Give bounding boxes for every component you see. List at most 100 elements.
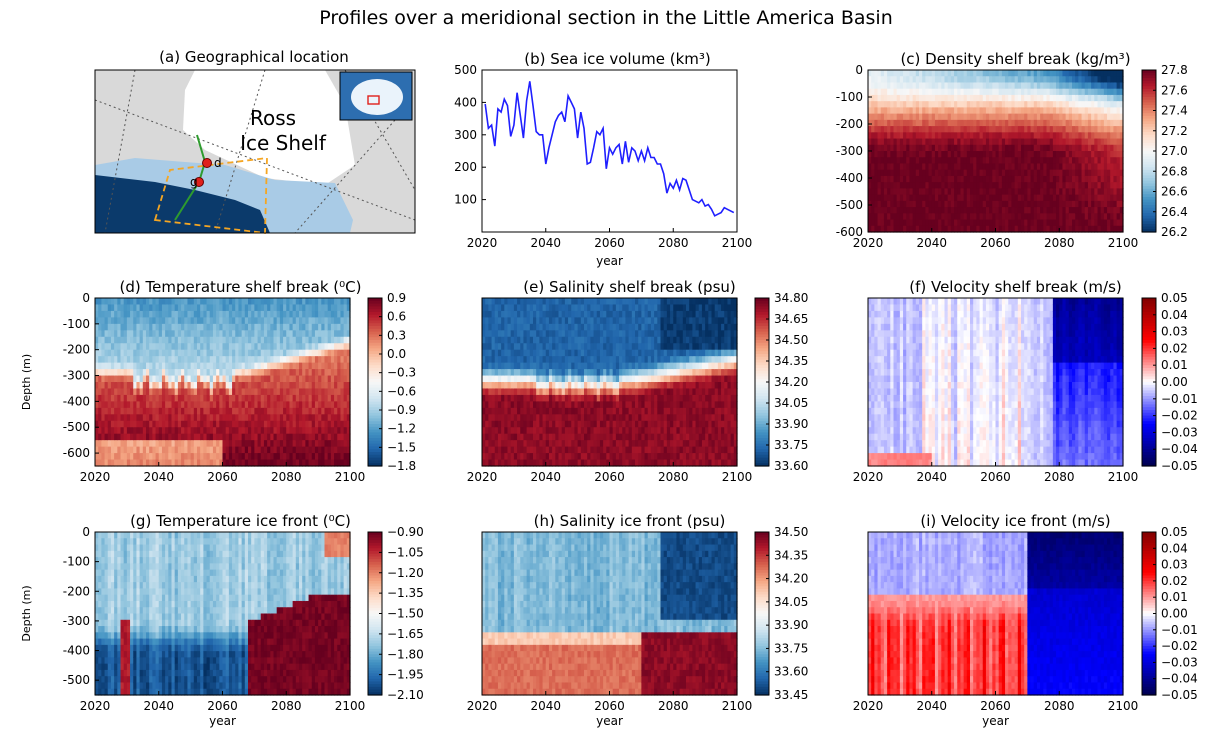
x-tick-label: 2100 (335, 470, 366, 484)
heatmap-cell (883, 200, 888, 208)
heatmap-cell (871, 207, 875, 214)
heatmap-cell (909, 157, 914, 165)
heatmap-cell (1110, 163, 1115, 171)
heatmap-cell (947, 169, 952, 177)
heatmap-cell (896, 182, 901, 189)
heatmap-cell (95, 414, 99, 422)
heatmap-cell (1043, 182, 1048, 189)
heatmap-cell (98, 407, 102, 415)
heatmap-cell (130, 336, 134, 344)
heatmap-cell (1059, 219, 1064, 227)
heatmap-cell (1059, 126, 1064, 133)
heatmap-cell (1110, 70, 1115, 77)
heatmap-cell (941, 219, 946, 227)
heatmap-cell (1011, 200, 1016, 208)
heatmap-cell (1017, 207, 1022, 214)
heatmap-cell (985, 138, 990, 146)
heatmap-cell (957, 138, 962, 146)
heatmap-cell (1103, 113, 1108, 121)
panel-d-title: (d) Temperature shelf break (⁰C) (120, 278, 362, 296)
heatmap-cell (104, 420, 109, 428)
heatmap-cell (1103, 200, 1108, 208)
x-tick-label: 2080 (271, 470, 302, 484)
heatmap-cell (966, 194, 971, 202)
heatmap-cell (1110, 82, 1115, 90)
heatmap-cell (934, 76, 939, 84)
heatmap-cell (152, 446, 157, 454)
heatmap-cell (126, 446, 131, 454)
heatmap-cell (1107, 219, 1111, 227)
heatmap-cell (1119, 144, 1124, 152)
heatmap-cell (909, 182, 914, 189)
heatmap-cell (883, 132, 888, 140)
heatmap-cell (887, 144, 891, 152)
heatmap-cell (890, 119, 895, 127)
heatmap-cell (1056, 144, 1060, 152)
colorbar-tick-label: 27.6 (1161, 83, 1188, 97)
heatmap-cell (104, 407, 109, 415)
heatmap-cell (142, 323, 147, 331)
heatmap-cell (168, 330, 173, 338)
heatmap-cell (1024, 119, 1028, 127)
heatmap-cell (107, 304, 112, 312)
heatmap-cell (1005, 194, 1009, 202)
heatmap-cell (944, 82, 949, 90)
heatmap-cell (1068, 94, 1073, 102)
heatmap-cell (123, 459, 128, 467)
heatmap-cell (165, 453, 169, 461)
heatmap-cell (1017, 76, 1022, 84)
heatmap-cell (906, 88, 911, 96)
heatmap-cell (1005, 119, 1009, 127)
heatmap-cell (973, 88, 977, 96)
heatmap-cell (161, 323, 166, 331)
heatmap-cell (110, 375, 115, 383)
heatmap-cell (963, 82, 968, 90)
heatmap-cell (982, 182, 987, 189)
heatmap-cell (110, 369, 115, 377)
heatmap-cell (1021, 107, 1025, 115)
heatmap-cell (931, 132, 936, 140)
heatmap-cell (887, 101, 891, 108)
heatmap-cell (1113, 70, 1118, 77)
ross-ice-shelf (183, 70, 355, 185)
heatmap-cell (1049, 70, 1054, 77)
heatmap-cell (941, 119, 946, 127)
heatmap-cell (110, 343, 115, 351)
heatmap-cell (947, 94, 952, 102)
heatmap-cell (1081, 88, 1086, 96)
heatmap-cell (954, 188, 958, 196)
heatmap-cell (1043, 219, 1048, 227)
heatmap-cell (931, 194, 936, 202)
heatmap-cell (1078, 219, 1083, 227)
heatmap-cell (107, 427, 112, 435)
heatmap-cell (1027, 113, 1032, 121)
heatmap-cell (887, 94, 891, 102)
heatmap-cell (1059, 94, 1064, 102)
heatmap-cell (874, 200, 879, 208)
heatmap-cell (1087, 132, 1092, 140)
heatmap-cell (1091, 76, 1095, 84)
heatmap-cell (1014, 88, 1019, 96)
heatmap-cell (1024, 207, 1028, 214)
heatmap-cell (963, 70, 968, 77)
heatmap-cell (1113, 163, 1118, 171)
heatmap-cell (998, 207, 1003, 214)
heatmap-cell (899, 101, 904, 108)
heatmap-cell (120, 427, 125, 435)
heatmap-cell (146, 330, 150, 338)
heatmap-cell (114, 298, 118, 306)
heatmap-cell (976, 157, 981, 165)
heatmap-cell (161, 453, 166, 461)
heatmap-d-cells (95, 298, 351, 467)
heatmap-cell (1024, 194, 1028, 202)
colorbar-segment (1142, 88, 1156, 93)
heatmap-cell (896, 225, 901, 233)
heatmap-cell (1103, 188, 1108, 196)
heatmap-cell (1017, 107, 1022, 115)
heatmap-cell (928, 163, 933, 171)
heatmap-cell (925, 207, 930, 214)
heatmap-cell (922, 151, 926, 158)
heatmap-cell (960, 169, 965, 177)
heatmap-cell (1024, 219, 1028, 227)
heatmap-cell (1107, 88, 1111, 96)
